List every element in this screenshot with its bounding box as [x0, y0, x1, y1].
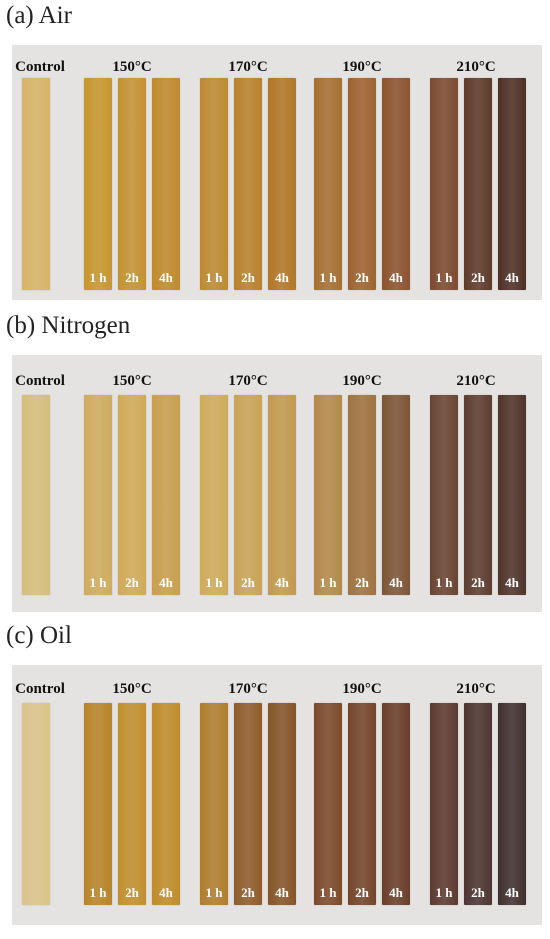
- duration-label: 4h: [389, 270, 403, 285]
- wood-strip: 4h: [268, 703, 296, 905]
- wood-strip: 1 h: [314, 703, 342, 905]
- wood-strip: 2h: [464, 703, 492, 905]
- duration-label: 4h: [505, 270, 519, 285]
- wood-strip: 4h: [382, 395, 410, 595]
- duration-label: 2h: [355, 885, 369, 900]
- duration-label: 1 h: [89, 270, 107, 285]
- wood-strip: 1 h: [430, 78, 458, 290]
- wood-strip: 2h: [234, 78, 262, 290]
- duration-label: 1 h: [89, 885, 107, 900]
- duration-label: 2h: [471, 885, 485, 900]
- group-label: 170°C: [228, 681, 268, 697]
- duration-label: 1 h: [435, 270, 453, 285]
- duration-label: 4h: [275, 575, 289, 590]
- group-label: 150°C: [112, 59, 152, 75]
- wood-strip: 2h: [348, 395, 376, 595]
- wood-strip: 1 h: [430, 395, 458, 595]
- wood-strip: 1 h: [84, 78, 112, 290]
- duration-label: 1 h: [205, 270, 223, 285]
- duration-label: 2h: [355, 270, 369, 285]
- duration-label: 4h: [389, 885, 403, 900]
- duration-label: 1 h: [89, 575, 107, 590]
- group-label: 210°C: [456, 681, 496, 697]
- duration-label: 1 h: [319, 885, 337, 900]
- wood-strip: 4h: [498, 703, 526, 905]
- group-label: Control: [15, 681, 65, 697]
- duration-label: 2h: [241, 575, 255, 590]
- wood-strip: [22, 395, 50, 595]
- duration-label: 4h: [159, 575, 173, 590]
- duration-label: 2h: [471, 575, 485, 590]
- wood-strip: 1 h: [84, 703, 112, 905]
- duration-label: 2h: [241, 885, 255, 900]
- wood-strip: 1 h: [314, 78, 342, 290]
- wood-strip: 4h: [268, 395, 296, 595]
- wood-strip: 4h: [382, 78, 410, 290]
- group-label: 150°C: [112, 681, 152, 697]
- duration-label: 4h: [275, 885, 289, 900]
- wood-strip: 1 h: [314, 395, 342, 595]
- duration-label: 1 h: [205, 575, 223, 590]
- group-label: 190°C: [342, 59, 382, 75]
- group-label: 170°C: [228, 373, 268, 389]
- duration-label: 4h: [389, 575, 403, 590]
- wood-strip: 4h: [498, 78, 526, 290]
- panel-title: (b) Nitrogen: [6, 312, 131, 339]
- wood-strip: 4h: [152, 78, 180, 290]
- group-label: 190°C: [342, 373, 382, 389]
- wood-strip: 4h: [382, 703, 410, 905]
- wood-strip: [22, 703, 50, 905]
- wood-strip: 2h: [348, 78, 376, 290]
- group-label: 150°C: [112, 373, 152, 389]
- wood-strip: 2h: [464, 395, 492, 595]
- duration-label: 4h: [159, 885, 173, 900]
- duration-label: 4h: [505, 575, 519, 590]
- wood-strip: 4h: [152, 703, 180, 905]
- duration-label: 2h: [125, 885, 139, 900]
- duration-label: 1 h: [319, 575, 337, 590]
- wood-strip: 4h: [498, 395, 526, 595]
- wood-strip: [22, 78, 50, 290]
- wood-strip: 2h: [464, 78, 492, 290]
- group-label: 190°C: [342, 681, 382, 697]
- wood-strip: 4h: [152, 395, 180, 595]
- wood-strip: 1 h: [430, 703, 458, 905]
- duration-label: 4h: [505, 885, 519, 900]
- duration-label: 4h: [159, 270, 173, 285]
- panel-title: (a) Air: [6, 2, 72, 29]
- wood-strip: 2h: [118, 703, 146, 905]
- wood-strip: 2h: [118, 78, 146, 290]
- duration-label: 1 h: [319, 270, 337, 285]
- group-label: Control: [15, 59, 65, 75]
- wood-strip: 2h: [234, 395, 262, 595]
- duration-label: 2h: [355, 575, 369, 590]
- group-label: 210°C: [456, 59, 496, 75]
- duration-label: 2h: [471, 270, 485, 285]
- duration-label: 4h: [275, 270, 289, 285]
- duration-label: 1 h: [435, 885, 453, 900]
- wood-strip: 1 h: [84, 395, 112, 595]
- duration-label: 1 h: [205, 885, 223, 900]
- group-label: 210°C: [456, 373, 496, 389]
- duration-label: 1 h: [435, 575, 453, 590]
- duration-label: 2h: [241, 270, 255, 285]
- wood-strip: 2h: [234, 703, 262, 905]
- group-label: 170°C: [228, 59, 268, 75]
- wood-strip: 2h: [118, 395, 146, 595]
- wood-strip: 1 h: [200, 703, 228, 905]
- wood-strip: 1 h: [200, 78, 228, 290]
- duration-label: 2h: [125, 270, 139, 285]
- wood-strip: 4h: [268, 78, 296, 290]
- panel-title: (c) Oil: [6, 622, 72, 649]
- wood-strip: 1 h: [200, 395, 228, 595]
- duration-label: 2h: [125, 575, 139, 590]
- wood-strip: 2h: [348, 703, 376, 905]
- group-label: Control: [15, 373, 65, 389]
